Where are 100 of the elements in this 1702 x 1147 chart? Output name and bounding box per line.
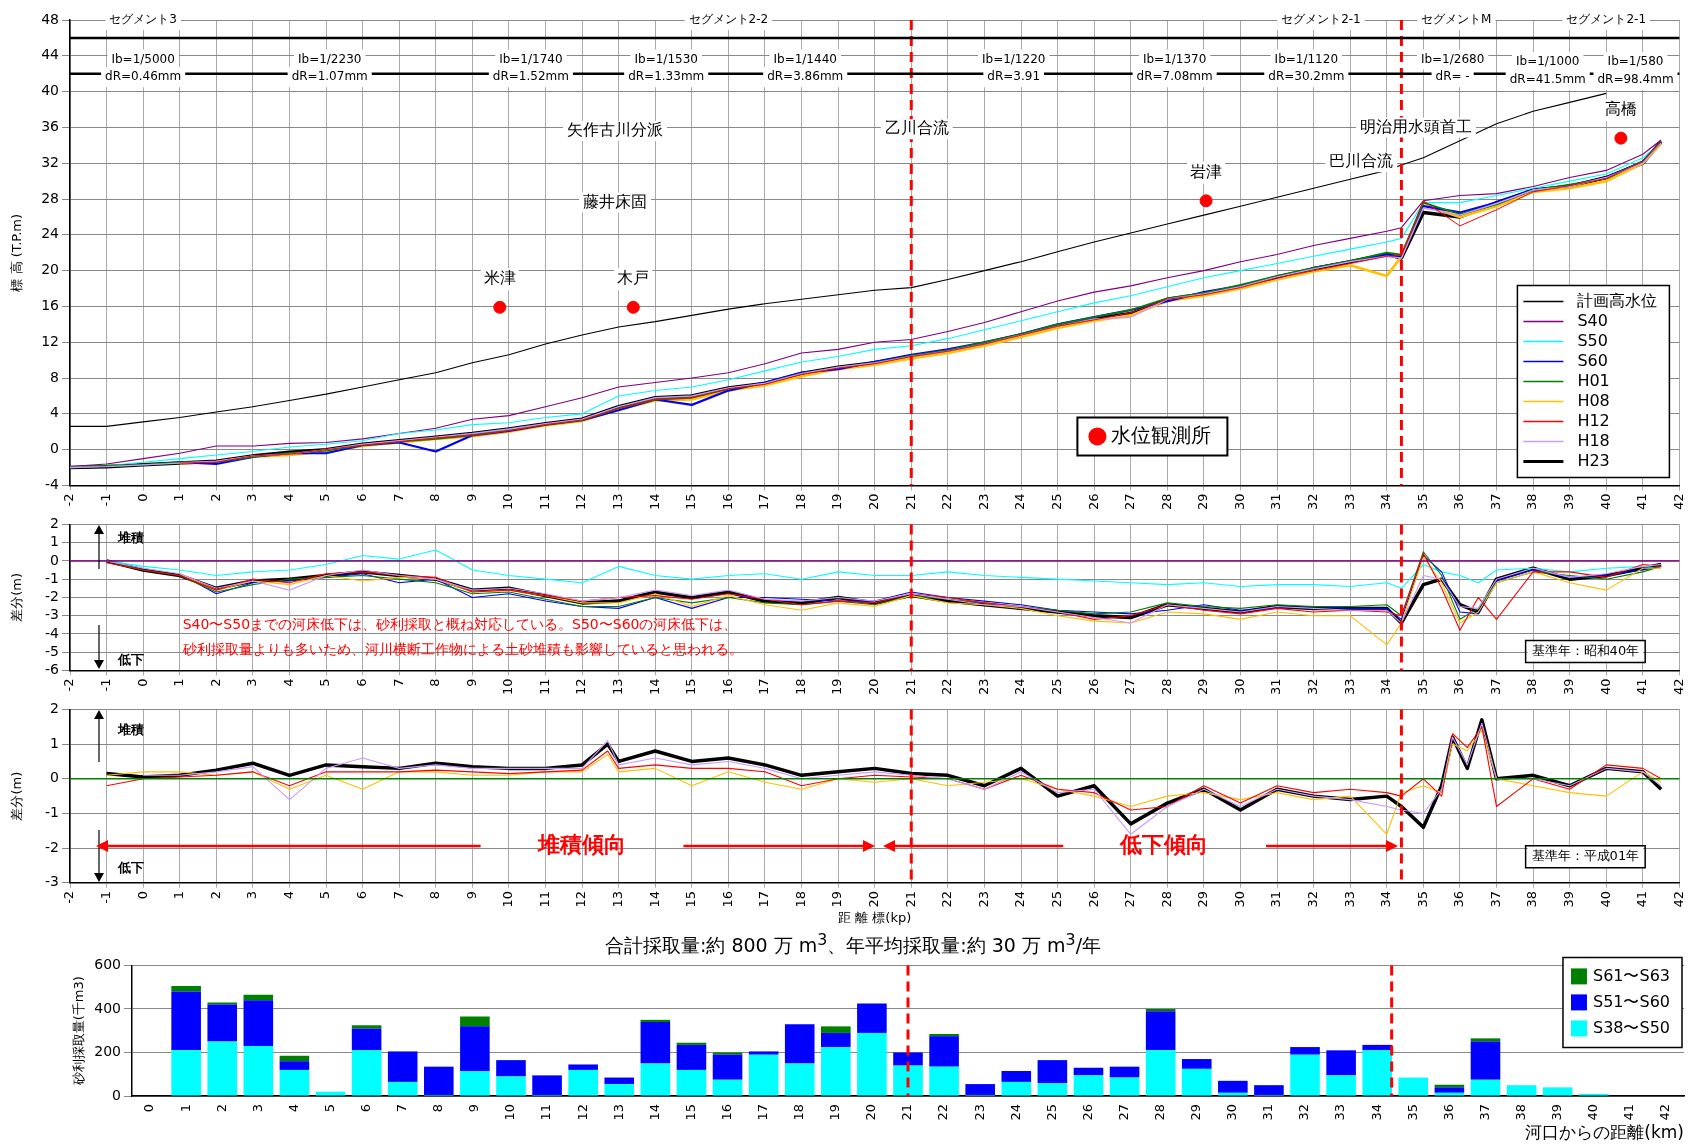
x-tick-label: 28 <box>1152 1104 1168 1121</box>
y-tick-label: 28 <box>41 189 59 206</box>
x-tick-label: 14 <box>646 890 662 908</box>
x-tick-label: 28 <box>1158 678 1174 695</box>
y-tick-label: 12 <box>41 332 59 349</box>
annotation: Ib=1/1220 <box>981 51 1046 66</box>
x-tick-label: 8 <box>430 1104 446 1113</box>
y-tick-label: 200 <box>94 1043 121 1060</box>
legend-label: H23 <box>1577 450 1610 470</box>
legend-label: S50 <box>1577 330 1608 350</box>
x-tick-label: 18 <box>792 890 808 908</box>
x-tick-label: 34 <box>1378 890 1394 908</box>
x-tick-label: 20 <box>866 678 882 695</box>
x-tick-label: 37 <box>1487 678 1503 695</box>
x-tick-label: 30 <box>1224 1104 1240 1121</box>
y-tick-label: 48 <box>41 10 59 27</box>
x-tick-label: 42 <box>1670 890 1686 908</box>
x-tick-label: 39 <box>1549 1104 1565 1121</box>
y-tick-label: -1 <box>45 804 59 821</box>
x-tick-label: 41 <box>1634 890 1650 908</box>
y-tick-label: 4 <box>50 404 60 421</box>
legend-label: S38〜S50 <box>1592 1017 1670 1037</box>
x-tick-label: 24 <box>1007 1104 1023 1121</box>
x-tick-label: 42 <box>1670 678 1686 695</box>
annotation: dR= - <box>1435 69 1470 84</box>
x-tick-label: 39 <box>1561 678 1577 695</box>
y-tick-label: 24 <box>41 225 60 242</box>
y-tick-label: 44 <box>41 46 60 63</box>
x-tick-label: 3 <box>244 678 260 687</box>
x-tick-label: 1 <box>171 890 187 900</box>
x-tick-label: 33 <box>1341 890 1357 908</box>
annotation: dR=3.86mm <box>767 69 844 84</box>
y-tick-label: -4 <box>45 624 60 641</box>
y-tick-label: 600 <box>94 956 121 973</box>
x-tick-label: 37 <box>1476 1104 1492 1121</box>
annotation: 堆積 <box>117 721 145 737</box>
x-tick-label: 2 <box>207 678 223 687</box>
x-tick-label: 33 <box>1341 678 1357 695</box>
annotation: dR=30.2mm <box>1268 69 1345 84</box>
x-tick-label: 20 <box>863 1104 879 1121</box>
x-tick-label: 31 <box>1268 493 1284 510</box>
x-tick-label: -2 <box>61 890 77 904</box>
x-tick-label: 11 <box>536 890 552 908</box>
x-tick-label: 27 <box>1122 890 1138 908</box>
x-tick-label: 38 <box>1524 890 1540 908</box>
x-tick-label: 19 <box>829 678 845 695</box>
x-tick-label: 30 <box>1231 493 1247 510</box>
x-tick-label: 13 <box>610 493 626 510</box>
x-tick-label: 24 <box>1012 678 1028 695</box>
x-tick-label: 6 <box>353 678 369 687</box>
annotation: 低下傾向 <box>1119 832 1209 858</box>
annotation: 乙川合流 <box>884 118 949 138</box>
annotation: セグメント2-2 <box>688 12 769 27</box>
annotation: Ib=1/1120 <box>1274 51 1339 66</box>
x-tick-label: 40 <box>1597 890 1613 908</box>
x-tick-label: 36 <box>1451 890 1467 908</box>
x-tick-label: 5 <box>317 678 333 687</box>
x-tick-label: 0 <box>134 493 150 502</box>
x-tick-label: 33 <box>1332 1104 1348 1121</box>
annotation: セグメント2-1 <box>1566 12 1647 27</box>
annotation: 米津 <box>483 268 516 288</box>
x-tick-label: 21 <box>902 493 918 510</box>
annotation: 基準年：昭和40年 <box>1531 642 1640 658</box>
x-tick-label: -2 <box>61 493 77 507</box>
x-tick-label: 3 <box>244 493 260 502</box>
x-tick-label: 0 <box>141 1104 157 1113</box>
y-tick-label: 0 <box>50 769 59 786</box>
x-tick-label: 2 <box>207 890 223 900</box>
x-tick-label: 7 <box>390 890 406 900</box>
x-tick-label: 15 <box>682 1104 698 1121</box>
x-tick-label: 12 <box>574 1104 590 1121</box>
legend-label: 水位観測所 <box>1111 422 1212 447</box>
y-axis-title: 差分(m) <box>9 573 25 622</box>
x-tick-label: 19 <box>829 493 845 510</box>
x-tick-label: 27 <box>1122 678 1138 695</box>
x-tick-label: 15 <box>683 890 699 908</box>
x-tick-label: 32 <box>1296 1104 1312 1121</box>
annotation: 明治用水頭首工 <box>1360 116 1473 136</box>
y-tick-label: -4 <box>45 476 60 493</box>
x-tick-label: 35 <box>1414 493 1430 510</box>
legend-label: H08 <box>1577 390 1610 410</box>
annotation: Ib=1/1370 <box>1142 51 1207 66</box>
annotation: dR=0.46mm <box>105 69 182 84</box>
legend-label: S40 <box>1577 310 1608 330</box>
x-tick-label: 38 <box>1524 678 1540 695</box>
annotation: セグメント2-1 <box>1281 12 1361 27</box>
x-tick-label: 12 <box>573 493 589 510</box>
x-tick-label: 34 <box>1378 493 1394 510</box>
x-tick-label: 22 <box>939 678 955 695</box>
x-tick-label: 0 <box>134 890 150 900</box>
x-tick-label: 15 <box>683 493 699 510</box>
x-tick-label: 18 <box>791 1104 807 1121</box>
x-tick-label: 0 <box>134 678 150 687</box>
annotation: Ib=1/1530 <box>634 51 698 66</box>
annotation: Ib=1/1740 <box>499 51 563 66</box>
annotation: dR=41.5mm <box>1509 72 1586 87</box>
x-tick-label: 35 <box>1414 678 1430 695</box>
annotation: Ib=1/1440 <box>773 51 837 66</box>
y-tick-label: -5 <box>45 642 59 659</box>
x-tick-label: 22 <box>939 493 955 510</box>
